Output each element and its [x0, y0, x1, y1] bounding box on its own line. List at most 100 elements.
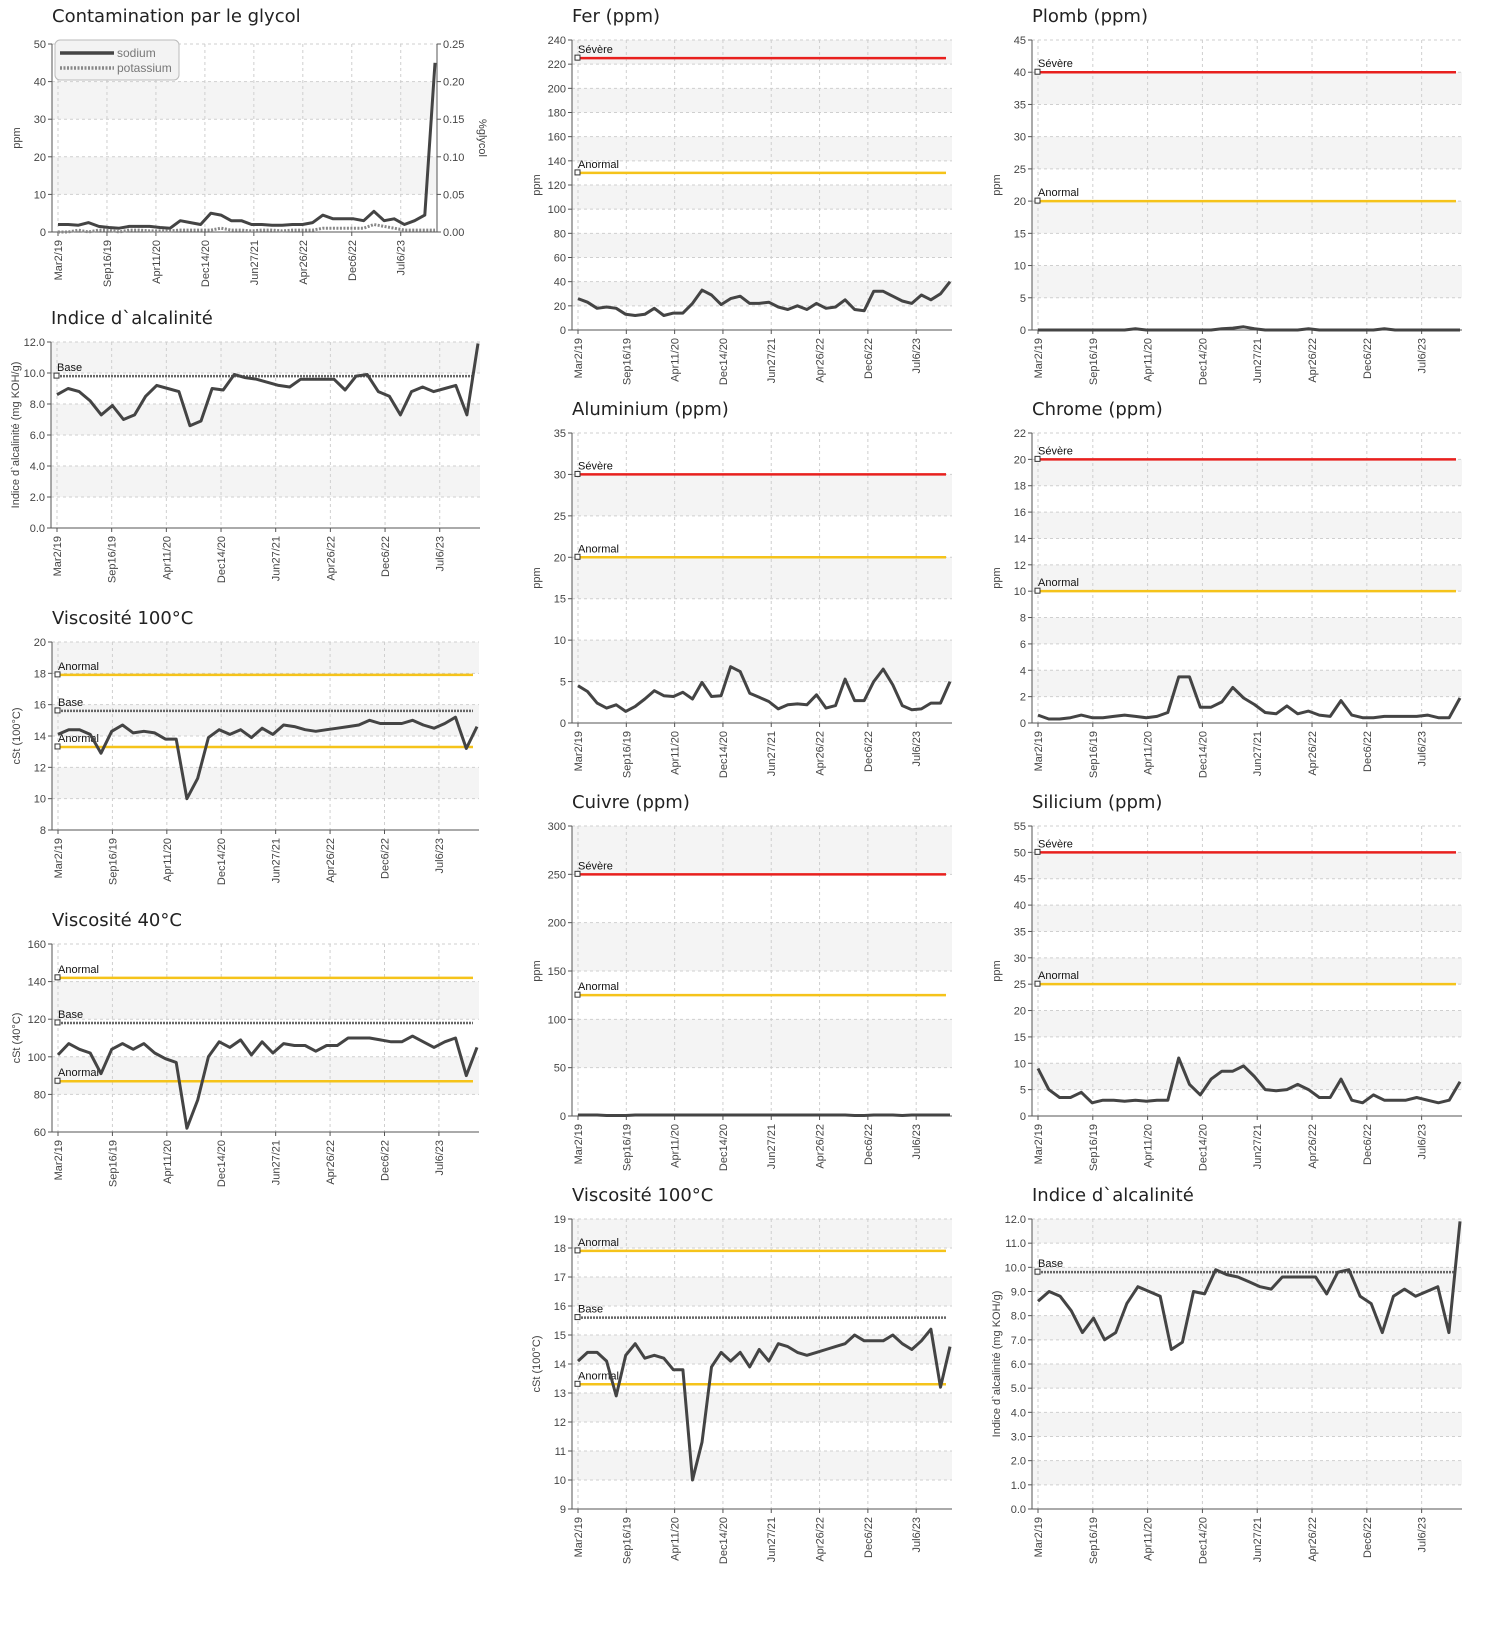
reference-label: Anormal	[578, 159, 619, 171]
x-tick-label: Jun27/21	[1252, 731, 1264, 776]
y-axis-label: cSt (40°C)	[11, 1013, 23, 1064]
y-tick-label: 120	[548, 180, 566, 192]
y-tick-label: 11	[555, 1446, 566, 1458]
y-tick-label: 35	[1014, 99, 1026, 111]
x-tick-label: Mar2/19	[53, 838, 65, 878]
chart-title: Viscosité 40°C	[52, 910, 182, 931]
chart-title: Plomb (ppm)	[1032, 6, 1148, 27]
x-tick-label: Sep16/19	[1088, 1517, 1100, 1564]
grid-band	[52, 156, 437, 195]
y-tick-label: 10	[554, 635, 566, 647]
y-tick-label: 10.0	[1005, 1262, 1026, 1274]
x-tick-label: Jul6/23	[434, 1140, 446, 1175]
grid-band	[572, 826, 952, 875]
x-tick-label: Jun27/21	[1252, 1517, 1264, 1562]
x-tick-label: Apr11/20	[162, 1140, 174, 1184]
y-tick-label: 60	[34, 1127, 46, 1139]
grid-band	[1032, 72, 1462, 105]
y-tick-label: 13	[554, 1388, 566, 1400]
chart-viscosity-40: 60 80 100 120 140 160 Mar2/19 Sep16/19 Apr11/20 D…	[11, 939, 479, 1187]
reference-label: Anormal	[58, 661, 99, 673]
y-tick-label: 25	[1014, 979, 1026, 991]
x-tick-label: Apr26/22	[1307, 1124, 1319, 1169]
y-tick-label: 14	[34, 731, 46, 743]
y-tick-label: 50	[554, 1063, 566, 1075]
x-tick-label: Jul6/23	[434, 838, 446, 873]
chart-title: Aluminium (ppm)	[572, 399, 729, 420]
reference-marker	[54, 743, 61, 750]
grid-band	[52, 642, 479, 674]
x-tick-label: Mar2/19	[53, 240, 65, 280]
chart-alkalinity-2: 0.0 1.0 2.0 3.0 4.0 5.0 6.0 7.0 8.0 9.0 10.0 11.0 12…	[991, 1214, 1462, 1564]
chart-panel-viscosity-100-b: Viscosité 100°C 9 10 11 12 13 14 15 16 17 18 19 Mar…	[531, 1185, 992, 1645]
y-tick-label: 8.0	[30, 399, 45, 411]
reference-label: Anormal	[58, 733, 99, 745]
y-tick-label: 10.0	[24, 368, 45, 380]
y2-tick-label: 0.25	[443, 39, 464, 51]
x-tick-label: Apr11/20	[670, 338, 682, 382]
x-tick-label: Apr26/22	[1307, 338, 1319, 383]
chart-panel-viscosity-40: Viscosité 40°C 60 80 100 120 140 160 Mar2/19 Se…	[11, 910, 492, 1200]
chart-viscosity-100-a: 8 10 12 14 16 18 20 Mar2/19 Sep16/19 Apr11/20 Dec1…	[11, 637, 479, 885]
reference-marker	[54, 1019, 61, 1026]
y-tick-label: 18	[1014, 481, 1026, 493]
reference-label: Sévère	[1038, 838, 1073, 850]
y-tick-label: 16	[1014, 507, 1026, 519]
y-tick-label: 60	[554, 253, 566, 265]
y-tick-label: 16	[554, 1301, 566, 1313]
chart-panel-aluminium: Aluminium (ppm) 0 5 10 15 20 25 30 35 Mar2/19 Sep…	[531, 399, 992, 794]
grid-band	[572, 136, 952, 161]
y-tick-label: 35	[554, 428, 566, 440]
reference-marker	[574, 1380, 581, 1387]
series-line-sodium	[58, 62, 437, 230]
y-tick-label: 20	[554, 301, 566, 313]
x-tick-label: Dec6/22	[863, 731, 875, 772]
x-tick-label: Mar2/19	[53, 1140, 65, 1180]
y-tick-label: 1.0	[1011, 1480, 1026, 1492]
y-tick-label: 300	[548, 821, 566, 833]
x-tick-label: Mar2/19	[1033, 338, 1045, 378]
grid-band	[1032, 1364, 1462, 1389]
y-tick-label: 5	[560, 677, 566, 689]
y-tick-label: 4	[1020, 665, 1026, 677]
y-tick-label: 140	[28, 977, 46, 989]
y-tick-label: 12.0	[1005, 1214, 1026, 1226]
y-tick-label: 100	[28, 1052, 46, 1064]
chart-title: Chrome (ppm)	[1032, 399, 1163, 420]
x-tick-label: Sep16/19	[621, 338, 633, 385]
y-axis-label: ppm	[531, 960, 543, 981]
grid-band	[52, 981, 479, 1020]
reference-label: Anormal	[1038, 577, 1079, 589]
y-tick-label: 2	[1020, 692, 1026, 704]
y-tick-label: 200	[548, 918, 566, 930]
x-tick-label: Sep16/19	[1088, 1124, 1100, 1171]
y-tick-label: 3.0	[1011, 1432, 1026, 1444]
x-tick-label: Dec6/22	[1362, 1124, 1374, 1165]
reference-marker	[1034, 68, 1041, 75]
reference-marker	[1034, 980, 1041, 987]
x-tick-label: Jul6/23	[1417, 338, 1429, 373]
reference-marker	[54, 707, 61, 714]
x-tick-label: Sep16/19	[102, 240, 114, 287]
series-line-main	[578, 1113, 950, 1117]
reference-label: Sévère	[578, 460, 613, 472]
x-tick-label: Jun27/21	[766, 1124, 778, 1169]
series-line-main	[57, 715, 479, 801]
grid-band	[52, 81, 437, 120]
chart-panel-alkalinity-1: Indice d`alcalinité 0.0 2.0 4.0 6.0 8.0 10.0 1…	[10, 308, 491, 598]
reference-label: Base	[57, 362, 82, 374]
y-tick-label: 0	[1020, 718, 1026, 730]
x-tick-label: Jun27/21	[766, 338, 778, 383]
reference-marker	[1034, 197, 1041, 204]
x-tick-label: Jun27/21	[271, 536, 283, 581]
x-tick-label: Dec6/22	[347, 240, 359, 281]
x-tick-label: Apr26/22	[815, 338, 827, 383]
chart-fer: 0 20 40 60 80 100 120 140 160 180 200 220 240 Mar2/19…	[531, 35, 952, 385]
y-tick-label: 45	[1014, 35, 1026, 47]
y-tick-label: 80	[34, 1089, 46, 1101]
reference-label: Sévère	[1038, 445, 1073, 457]
reference-label: Sévère	[578, 860, 613, 872]
x-tick-label: Sep16/19	[107, 838, 119, 885]
y-tick-label: 2.0	[1011, 1456, 1026, 1468]
y-tick-label: 160	[28, 939, 46, 951]
